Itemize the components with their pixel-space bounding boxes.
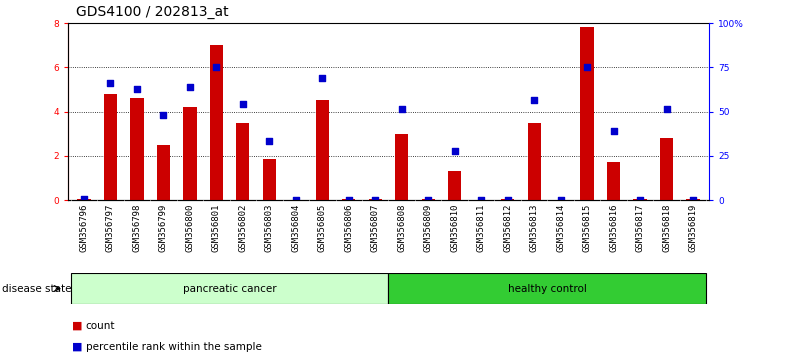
Bar xyxy=(104,94,117,200)
Bar xyxy=(528,122,541,200)
Text: GSM356814: GSM356814 xyxy=(556,204,565,252)
Bar xyxy=(501,199,514,200)
Text: GSM356817: GSM356817 xyxy=(635,204,645,252)
Text: GSM356816: GSM356816 xyxy=(609,204,618,252)
Text: GSM356800: GSM356800 xyxy=(185,204,195,252)
Bar xyxy=(581,28,594,200)
Bar xyxy=(368,199,382,200)
Point xyxy=(236,101,249,107)
Text: GSM356801: GSM356801 xyxy=(212,204,221,252)
Bar xyxy=(263,159,276,200)
Text: GSM356811: GSM356811 xyxy=(477,204,485,252)
Text: percentile rank within the sample: percentile rank within the sample xyxy=(86,342,262,352)
Point xyxy=(289,197,302,203)
Text: ■: ■ xyxy=(72,321,83,331)
Point xyxy=(183,84,196,90)
Point xyxy=(554,197,567,203)
Bar xyxy=(660,138,673,200)
Text: GSM356799: GSM356799 xyxy=(159,204,168,252)
Bar xyxy=(78,199,91,200)
Point xyxy=(607,129,620,134)
Text: healthy control: healthy control xyxy=(508,284,587,293)
Text: GSM356808: GSM356808 xyxy=(397,204,406,252)
Point xyxy=(634,197,646,203)
Bar xyxy=(421,199,435,200)
Text: GSM356803: GSM356803 xyxy=(265,204,274,252)
Text: pancreatic cancer: pancreatic cancer xyxy=(183,284,276,293)
Text: GSM356804: GSM356804 xyxy=(292,204,300,252)
Point xyxy=(528,98,541,103)
Text: GSM356809: GSM356809 xyxy=(424,204,433,252)
Point xyxy=(78,196,91,202)
Point xyxy=(210,64,223,70)
Point xyxy=(157,112,170,118)
Text: GSM356810: GSM356810 xyxy=(450,204,459,252)
Point xyxy=(131,86,143,92)
Text: GDS4100 / 202813_at: GDS4100 / 202813_at xyxy=(76,5,229,19)
Text: disease state: disease state xyxy=(2,284,71,293)
Bar xyxy=(634,199,646,200)
Bar xyxy=(448,171,461,200)
Text: GSM356796: GSM356796 xyxy=(79,204,88,252)
Text: GSM356805: GSM356805 xyxy=(318,204,327,252)
Point xyxy=(501,197,514,203)
Point xyxy=(475,197,488,203)
Bar xyxy=(70,273,388,304)
Text: GSM356802: GSM356802 xyxy=(239,204,248,252)
Bar xyxy=(395,133,409,200)
Point xyxy=(342,197,355,203)
Point xyxy=(686,197,699,203)
Text: GSM356819: GSM356819 xyxy=(689,204,698,252)
Bar xyxy=(183,107,196,200)
Point xyxy=(316,75,328,81)
Point xyxy=(422,197,435,203)
Point xyxy=(396,107,409,112)
Text: GSM356815: GSM356815 xyxy=(582,204,592,252)
Point xyxy=(581,64,594,70)
Text: GSM356813: GSM356813 xyxy=(529,204,538,252)
Text: count: count xyxy=(86,321,115,331)
Bar xyxy=(236,122,249,200)
Point xyxy=(104,80,117,86)
Bar xyxy=(131,98,143,200)
Text: GSM356798: GSM356798 xyxy=(132,204,142,252)
Point xyxy=(368,197,381,203)
Text: GSM356812: GSM356812 xyxy=(503,204,512,252)
Bar xyxy=(210,45,223,200)
Text: GSM356806: GSM356806 xyxy=(344,204,353,252)
Bar xyxy=(388,273,706,304)
Text: GSM356818: GSM356818 xyxy=(662,204,671,252)
Bar xyxy=(607,162,620,200)
Point xyxy=(449,149,461,154)
Text: GSM356797: GSM356797 xyxy=(106,204,115,252)
Bar xyxy=(316,101,329,200)
Text: GSM356807: GSM356807 xyxy=(371,204,380,252)
Bar xyxy=(157,145,170,200)
Bar xyxy=(342,199,356,200)
Bar xyxy=(686,199,699,200)
Point xyxy=(263,138,276,144)
Text: ■: ■ xyxy=(72,342,83,352)
Point xyxy=(660,107,673,112)
